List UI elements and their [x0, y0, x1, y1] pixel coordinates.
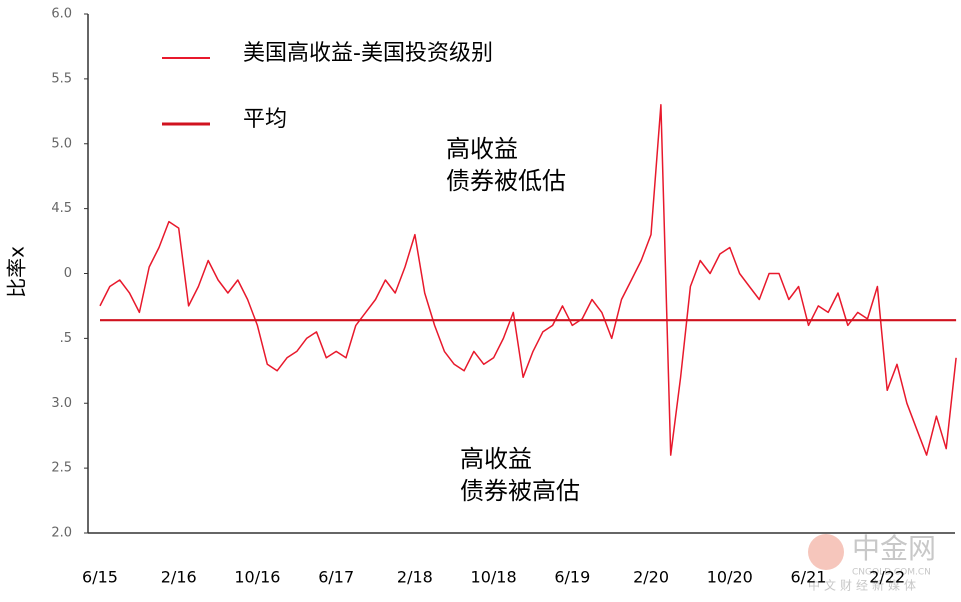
watermark: 中金网 — [852, 532, 936, 565]
x-tick-label: 6/19 — [554, 568, 590, 587]
legend-label: 平均 — [243, 107, 287, 132]
x-tick-label: 6/17 — [318, 568, 354, 587]
watermark: 中文财经新媒体 — [808, 578, 920, 593]
y-tick-label: 6.0 — [51, 7, 72, 22]
y-tick-label: 0 — [64, 266, 72, 281]
watermark-logo — [808, 534, 844, 570]
x-tick-label: 10/20 — [707, 568, 753, 587]
x-tick-label: 2/18 — [397, 568, 433, 587]
y-tick-label: 2.0 — [51, 526, 72, 541]
y-axis-label: 比率x — [5, 246, 29, 298]
x-tick-label: 6/15 — [82, 568, 118, 587]
y-tick-label: .5 — [60, 331, 72, 346]
annotation: 高收益 — [460, 445, 532, 473]
y-tick-label: 2.5 — [51, 461, 72, 476]
annotation: 债券被低估 — [446, 167, 566, 195]
x-tick-label: 10/18 — [471, 568, 517, 587]
series-line — [99, 104, 957, 456]
x-tick-label: 2/16 — [161, 568, 197, 587]
x-tick-label: 2/22 — [869, 568, 905, 587]
y-tick-label: 4.5 — [51, 201, 72, 216]
y-tick-label: 5.0 — [51, 136, 72, 151]
watermark: CNGOLD.COM.CN — [852, 568, 931, 578]
y-tick-label: 3.0 — [51, 396, 72, 411]
x-tick-label: 2/20 — [633, 568, 669, 587]
legend-label: 美国高收益-美国投资级别 — [243, 41, 493, 66]
x-tick-label: 6/21 — [791, 568, 827, 587]
annotation: 高收益 — [446, 135, 518, 163]
annotation: 债券被高估 — [460, 477, 580, 505]
y-tick-label: 5.5 — [51, 71, 72, 86]
x-tick-label: 10/16 — [234, 568, 280, 587]
